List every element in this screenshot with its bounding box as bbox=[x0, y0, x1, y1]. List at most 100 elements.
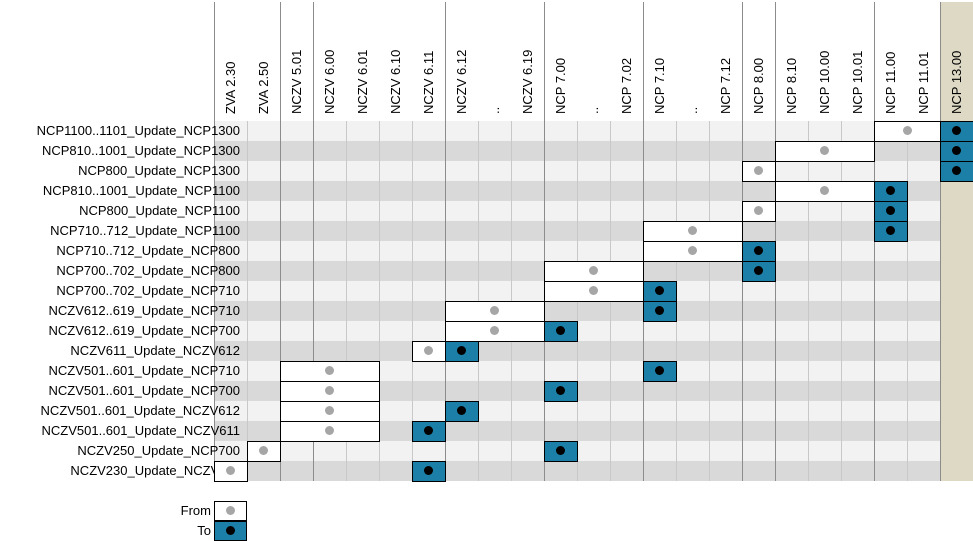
column-header-label: NCP 8.10 bbox=[784, 57, 799, 114]
to-dot bbox=[424, 466, 433, 475]
column-header: NCP 7.10 bbox=[643, 2, 676, 116]
column-gridline bbox=[544, 2, 545, 481]
row-label: NCP810..1001_Update_NCP1100 bbox=[42, 183, 240, 198]
column-header-label: NCP 7.00 bbox=[553, 57, 568, 114]
from-dot bbox=[490, 326, 499, 335]
column-gridline bbox=[940, 2, 941, 481]
column-header: NCP 13.00 bbox=[940, 2, 973, 481]
from-dot bbox=[490, 306, 499, 315]
from-dot bbox=[688, 226, 697, 235]
row-stripe bbox=[214, 461, 973, 481]
row-stripe bbox=[214, 121, 973, 141]
from-dot bbox=[754, 206, 763, 215]
column-gridline bbox=[445, 2, 446, 481]
row-label: NCZV501..601_Update_NCP710 bbox=[48, 363, 240, 378]
column-header-label: NCP 13.00 bbox=[949, 50, 964, 114]
row-label: NCZV501..601_Update_NCP700 bbox=[48, 383, 240, 398]
column-header: NCP 10.01 bbox=[841, 2, 874, 116]
row-label: NCP700..702_Update_NCP800 bbox=[56, 263, 240, 278]
row-stripe bbox=[214, 421, 973, 441]
column-header: NCZV 6.11 bbox=[412, 2, 445, 116]
row-stripe bbox=[214, 361, 973, 381]
from-dot bbox=[325, 366, 334, 375]
row-label: NCZV612..619_Update_NCP710 bbox=[48, 303, 240, 318]
row-stripe bbox=[214, 401, 973, 421]
to-dot bbox=[886, 226, 895, 235]
column-gridline bbox=[280, 2, 281, 481]
column-header-label: NCZV 6.12 bbox=[454, 49, 469, 114]
column-gridline bbox=[907, 121, 908, 481]
column-header-label: NCP 10.00 bbox=[817, 50, 832, 114]
row-label: NCP800_Update_NCP1300 bbox=[78, 163, 240, 178]
row-stripe bbox=[214, 241, 973, 261]
from-dot bbox=[424, 346, 433, 355]
row-stripe bbox=[214, 221, 973, 241]
column-gridline bbox=[346, 121, 347, 481]
column-header: NCZV 6.01 bbox=[346, 2, 379, 116]
from-dot bbox=[754, 166, 763, 175]
column-gridline bbox=[313, 2, 314, 481]
legend-from-box bbox=[214, 501, 247, 521]
row-stripe bbox=[214, 201, 973, 221]
row-label: NCZV612..619_Update_NCP700 bbox=[48, 323, 240, 338]
column-header: NCZV 5.01 bbox=[280, 2, 313, 116]
legend-to-box bbox=[214, 521, 247, 541]
column-header-label: NCZV 5.01 bbox=[289, 49, 304, 114]
column-gridline bbox=[841, 121, 842, 481]
column-header-label: NCP 11.00 bbox=[883, 51, 898, 114]
to-dot bbox=[754, 266, 763, 275]
row-label: NCP700..702_Update_NCP710 bbox=[56, 283, 240, 298]
column-header: .. bbox=[478, 2, 511, 116]
row-label: NCP710..712_Update_NCP1100 bbox=[50, 223, 240, 238]
row-stripe bbox=[214, 161, 973, 181]
from-dot bbox=[589, 286, 598, 295]
column-header-label: NCZV 6.19 bbox=[520, 49, 535, 114]
column-header: .. bbox=[676, 2, 709, 116]
row-stripe bbox=[214, 301, 973, 321]
column-header-label: NCZV 6.01 bbox=[355, 49, 370, 114]
column-gridline bbox=[379, 121, 380, 481]
from-dot bbox=[902, 126, 912, 135]
row-label: NCZV501..601_Update_NCZV612 bbox=[40, 403, 240, 418]
column-gridline bbox=[412, 121, 413, 481]
from-dot bbox=[325, 426, 334, 435]
column-header: ZVA 2.50 bbox=[247, 2, 280, 116]
column-header: NCP 11.00 bbox=[874, 2, 907, 116]
to-dot bbox=[655, 306, 664, 315]
to-dot bbox=[556, 386, 565, 395]
legend-to-dot bbox=[226, 526, 235, 535]
column-header-label: .. bbox=[685, 106, 700, 114]
column-header: NCP 8.10 bbox=[775, 2, 808, 116]
column-header: NCP 8.00 bbox=[742, 2, 775, 116]
from-dot bbox=[589, 266, 598, 275]
row-label: NCZV230_Update_NCZV611 bbox=[70, 463, 240, 478]
row-label: NCP710..712_Update_NCP800 bbox=[56, 243, 240, 258]
from-dot bbox=[325, 406, 334, 415]
column-header: NCP 10.00 bbox=[808, 2, 841, 116]
column-header-label: ZVA 2.50 bbox=[256, 61, 271, 114]
column-header-label: NCZV 6.10 bbox=[388, 49, 403, 114]
column-header: NCZV 6.10 bbox=[379, 2, 412, 116]
column-header-label: NCP 7.12 bbox=[718, 57, 733, 114]
row-stripe bbox=[214, 441, 973, 461]
from-dot bbox=[226, 466, 235, 475]
column-header-label: .. bbox=[586, 106, 601, 114]
column-gridline bbox=[709, 121, 710, 481]
to-dot bbox=[952, 166, 961, 175]
column-header: .. bbox=[577, 2, 610, 116]
column-header: NCZV 6.19 bbox=[511, 2, 544, 116]
column-gridline bbox=[808, 121, 809, 481]
column-header-label: NCZV 6.11 bbox=[421, 50, 436, 114]
row-stripe bbox=[214, 381, 973, 401]
from-dot bbox=[325, 386, 334, 395]
row-label: NCZV501..601_Update_NCZV611 bbox=[41, 423, 241, 438]
row-label: NCZV611_Update_NCZV612 bbox=[70, 343, 240, 358]
column-header: ZVA 2.30 bbox=[214, 2, 247, 116]
to-dot bbox=[556, 326, 565, 335]
legend-from-dot bbox=[226, 506, 235, 515]
to-dot bbox=[952, 146, 961, 155]
row-label: NCP1100..1101_Update_NCP1300 bbox=[36, 123, 240, 138]
row-label: NCP800_Update_NCP1100 bbox=[79, 203, 240, 218]
legend-from-label: From bbox=[180, 503, 211, 518]
